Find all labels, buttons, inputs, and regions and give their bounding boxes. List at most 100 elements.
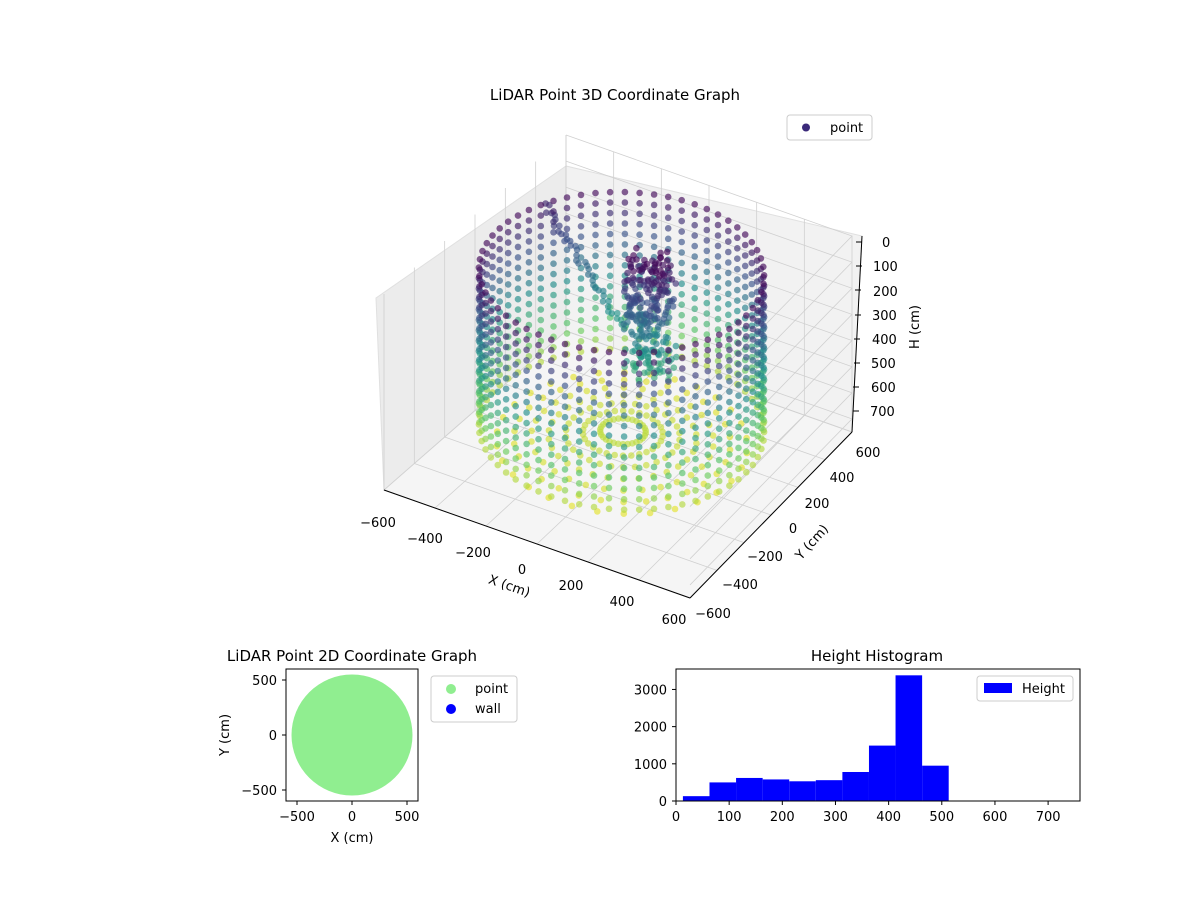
point-3d	[704, 451, 712, 459]
point-3d	[577, 317, 585, 324]
point-3d	[637, 326, 645, 334]
x-tick-label: 600	[983, 810, 1008, 825]
point-3d	[636, 220, 643, 228]
point-3d	[605, 380, 613, 387]
point-3d	[575, 260, 582, 267]
point-3d	[496, 235, 504, 243]
x-tick-label: 400	[876, 810, 901, 825]
point-3d	[563, 194, 571, 201]
point-3d	[678, 249, 685, 256]
legend-point-label: point	[830, 121, 863, 136]
point-3d	[735, 465, 742, 473]
point-3d	[650, 222, 658, 230]
point-3d	[502, 375, 510, 382]
plot-histogram: Height Histogram 0 100 200 300 400 500 600 700 …	[634, 647, 1081, 825]
point-3d	[543, 209, 550, 216]
y-tick-label: 500	[252, 674, 277, 689]
point-3d	[561, 487, 569, 494]
z-axis-label-3d: H (cm)	[908, 305, 923, 349]
point-3d	[749, 430, 757, 437]
point-3d	[565, 440, 572, 447]
point-3d	[590, 367, 598, 375]
point-3d	[502, 427, 510, 435]
point-3d	[651, 374, 658, 382]
x-axis-line	[383, 489, 691, 599]
point-3d	[741, 241, 749, 249]
point-3d	[568, 502, 576, 510]
point-3d	[606, 199, 614, 206]
point-3d	[678, 280, 685, 288]
point-3d	[575, 344, 583, 351]
point-3d	[679, 365, 686, 372]
point-3d	[570, 446, 577, 454]
z-tick-label: 200	[873, 285, 898, 300]
point-3d	[642, 359, 650, 367]
point-3d	[576, 380, 584, 388]
point-3d	[482, 310, 489, 317]
point-3d	[646, 307, 654, 314]
point-3d	[523, 346, 530, 354]
point-3d	[659, 338, 667, 346]
point-3d	[715, 394, 723, 401]
point-3d	[670, 364, 678, 372]
point-3d	[605, 505, 613, 513]
point-3d	[754, 338, 762, 346]
point-3d	[514, 264, 522, 272]
point-3d	[754, 296, 762, 304]
point-3d	[754, 359, 762, 367]
point-3d	[753, 246, 761, 254]
point-3d	[643, 461, 650, 469]
point-3d	[494, 378, 502, 385]
point-3d	[605, 453, 613, 460]
point-3d	[743, 343, 750, 351]
point-3d	[561, 351, 569, 358]
point-3d	[635, 443, 643, 451]
point-3d	[620, 422, 628, 430]
point-3d	[620, 443, 628, 451]
point-3d	[650, 505, 658, 513]
point-3d	[704, 409, 712, 417]
point-3d	[573, 246, 581, 254]
point-3d	[743, 354, 750, 361]
point-3d	[749, 419, 757, 427]
point-3d	[754, 370, 762, 377]
point-3d	[561, 476, 569, 484]
point-3d	[726, 325, 733, 333]
point-3d	[754, 307, 762, 315]
point-3d	[614, 310, 621, 317]
point-3d	[715, 425, 723, 433]
point-3d	[592, 325, 599, 333]
point-3d	[678, 207, 685, 214]
point-3d	[749, 398, 757, 406]
point-3d	[502, 437, 510, 445]
point-3d	[754, 401, 762, 409]
point-3d	[678, 217, 685, 225]
point-3d	[638, 333, 645, 340]
point-3d	[703, 205, 711, 213]
point-3d	[643, 378, 650, 386]
point-3d	[703, 310, 711, 317]
point-3d	[620, 464, 628, 472]
point-3d	[654, 323, 662, 331]
point-3d	[636, 231, 643, 238]
point-3d	[561, 237, 568, 245]
point-3d	[596, 411, 603, 418]
point-3d	[502, 458, 510, 466]
point-3d	[525, 259, 533, 266]
point-3d	[550, 312, 557, 320]
point-3d	[535, 477, 542, 485]
point-3d	[561, 361, 569, 369]
point-3d	[550, 323, 557, 330]
point-3d	[502, 469, 510, 476]
point-3d	[577, 202, 585, 209]
point-3d	[487, 422, 495, 430]
point-3d	[691, 232, 698, 239]
plot-3d-title: LiDAR Point 3D Coordinate Graph	[490, 86, 740, 104]
point-3d	[691, 295, 698, 302]
point-3d	[523, 367, 530, 375]
point-3d	[575, 386, 583, 393]
point-3d	[715, 477, 723, 485]
point-3d	[502, 333, 510, 340]
point-3d	[537, 233, 545, 240]
point-3d	[605, 463, 613, 471]
